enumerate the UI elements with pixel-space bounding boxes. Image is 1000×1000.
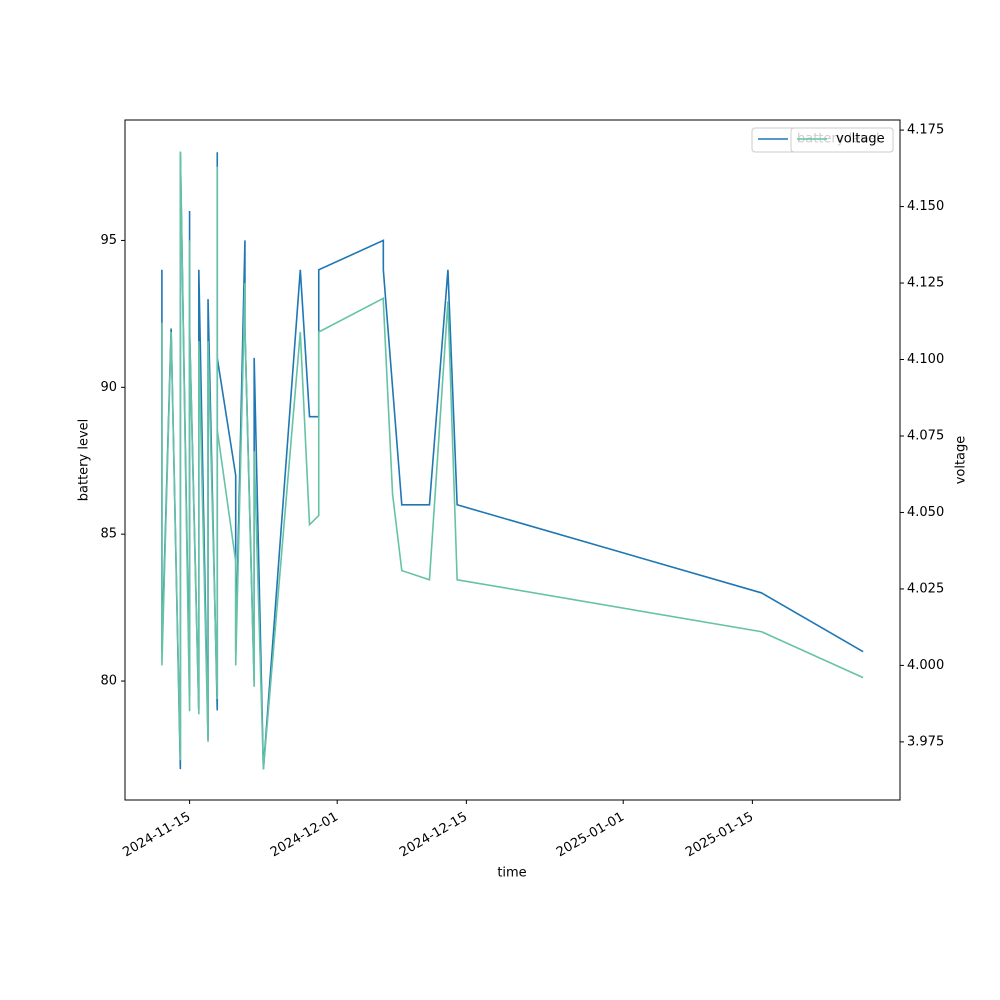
series-line [161, 152, 864, 770]
y2-tick-label: 4.175 [907, 123, 944, 138]
y2-axis-label: voltage [954, 436, 969, 485]
x-tick-label: 2025-01-15 [683, 810, 756, 861]
y-axis-label: battery level [77, 419, 92, 502]
legend-box [790, 127, 894, 153]
y-tick-label: 85 [100, 527, 117, 542]
y-tick-label: 95 [100, 233, 117, 248]
y2-tick-label: 4.150 [907, 199, 944, 214]
y2-tick-label: 4.125 [907, 276, 944, 291]
series-line [161, 151, 864, 770]
y2-tick-label: 3.975 [907, 734, 944, 749]
x-tick-label: 2024-12-01 [268, 810, 341, 861]
x-tick-label: 2025-01-01 [554, 810, 627, 861]
y-tick-label: 80 [100, 674, 117, 689]
legend-label: voltage [836, 132, 885, 147]
y2-tick-label: 4.050 [907, 505, 944, 520]
y-tick-label: 90 [100, 380, 117, 395]
y2-tick-label: 4.000 [907, 658, 944, 673]
y2-tick-label: 4.025 [907, 581, 944, 596]
x-tick-label: 2024-11-15 [120, 810, 193, 861]
x-tick-label: 2024-12-15 [397, 810, 470, 861]
y2-tick-label: 4.075 [907, 428, 944, 443]
y2-tick-label: 4.100 [907, 352, 944, 367]
axes-frame [124, 119, 901, 801]
x-axis-label: time [497, 866, 526, 881]
